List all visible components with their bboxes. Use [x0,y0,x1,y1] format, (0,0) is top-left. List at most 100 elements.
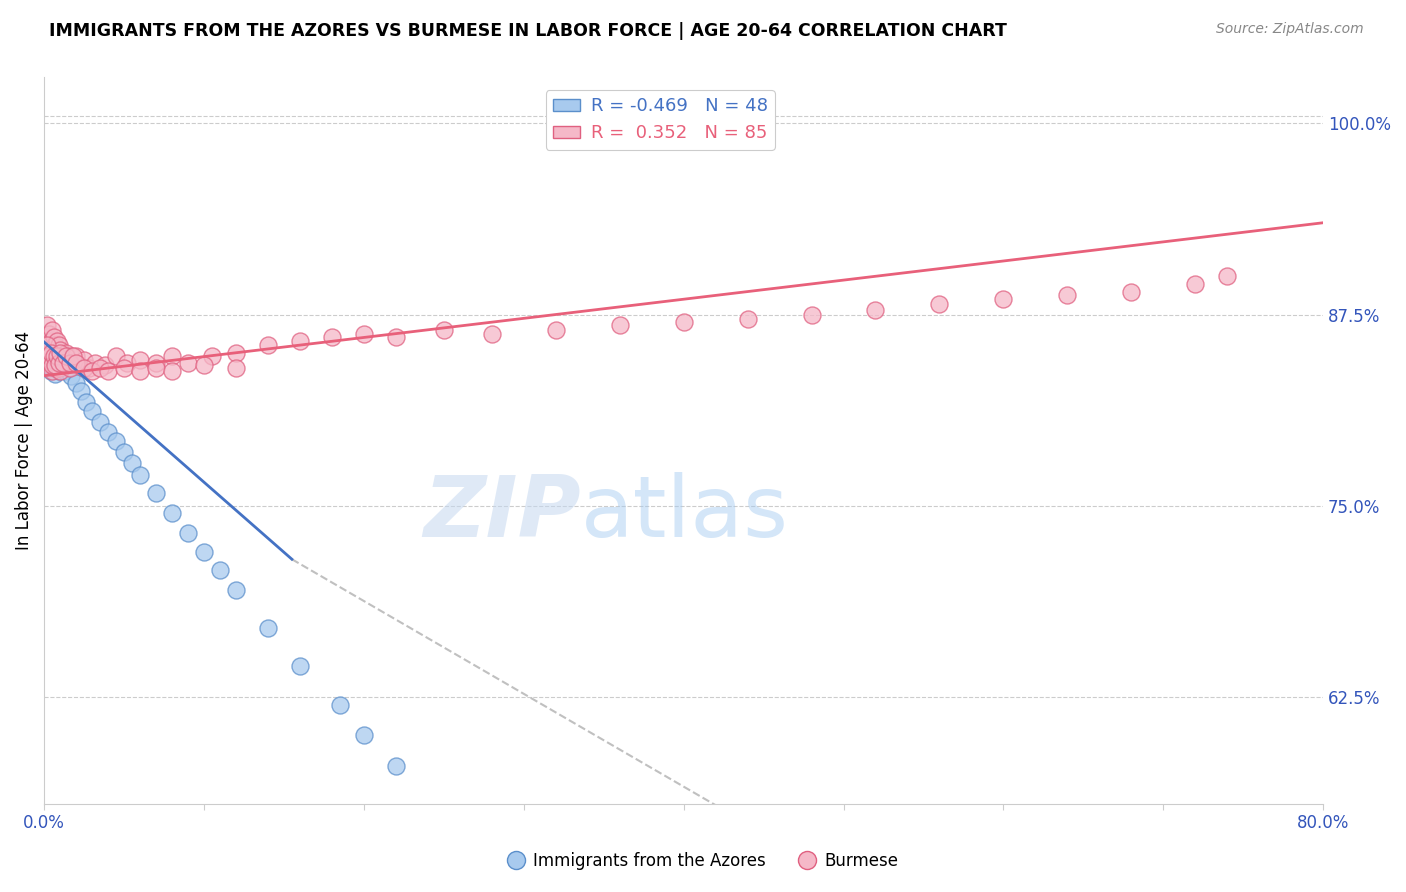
Point [89,415,111,429]
Point [44,367,66,381]
Point [38,334,60,348]
Point [53,364,76,378]
Point [257,338,280,352]
Point [65,349,87,363]
Point [35,338,58,352]
Point [48,349,70,363]
Point [49,345,72,359]
Text: IMMIGRANTS FROM THE AZORES VS BURMESE IN LABOR FORCE | AGE 20-64 CORRELATION CHA: IMMIGRANTS FROM THE AZORES VS BURMESE IN… [49,22,1007,40]
Point [1056,287,1078,301]
Point [129,353,152,368]
Point [353,728,375,742]
Point [193,358,215,372]
Point [800,308,823,322]
Point [737,312,759,326]
Point [56,361,79,376]
Point [38,358,60,372]
Point [38,353,60,368]
Point [129,364,152,378]
Point [65,356,87,370]
Point [609,318,631,333]
Point [49,364,72,378]
Point [56,353,79,368]
Point [45,349,67,363]
Text: ZIP: ZIP [423,472,581,555]
Point [129,468,152,483]
Point [193,544,215,558]
Point [42,358,65,372]
Text: atlas: atlas [581,472,789,555]
Point [37,318,59,333]
Point [1184,277,1206,291]
Point [39,338,62,352]
Point [42,349,65,363]
Point [48,338,70,352]
Point [39,345,62,359]
Point [48,364,70,378]
Legend: Immigrants from the Azores, Burmese: Immigrants from the Azores, Burmese [502,846,904,877]
Point [41,361,63,376]
Point [41,358,63,372]
Point [60,368,83,383]
Point [177,526,200,541]
Point [42,343,65,357]
Point [44,361,66,376]
Point [117,356,139,370]
Point [145,356,167,370]
Point [77,361,100,376]
Point [55,349,77,363]
Point [433,323,456,337]
Point [1121,285,1143,299]
Point [37,330,59,344]
Point [80,404,103,418]
Point [208,563,231,577]
Point [59,356,82,370]
Point [225,582,247,597]
Point [35,330,58,344]
Point [73,353,96,368]
Point [48,361,70,376]
Point [44,353,66,368]
Point [51,349,73,363]
Point [928,297,950,311]
Point [52,356,75,370]
Point [42,353,65,368]
Point [329,698,352,712]
Legend: R = -0.469   N = 48, R =  0.352   N = 85: R = -0.469 N = 48, R = 0.352 N = 85 [546,90,775,150]
Point [45,361,67,376]
Point [38,327,60,342]
Point [97,425,120,440]
Point [39,358,62,372]
Point [70,384,93,398]
Point [52,353,75,368]
Point [225,345,247,359]
Point [145,486,167,500]
Point [41,345,63,359]
Point [321,330,343,344]
Point [89,361,111,376]
Point [145,361,167,376]
Point [41,364,63,378]
Point [177,356,200,370]
Point [39,364,62,378]
Point [353,327,375,342]
Point [37,338,59,352]
Point [288,659,311,673]
Point [84,356,107,370]
Point [60,349,83,363]
Point [45,356,67,370]
Point [97,364,120,378]
Point [65,376,87,391]
Point [53,358,76,372]
Point [59,361,82,376]
Point [75,394,97,409]
Point [67,358,90,372]
Point [55,345,77,359]
Point [48,356,70,370]
Point [160,507,183,521]
Point [73,361,96,376]
Point [160,349,183,363]
Point [865,302,887,317]
Point [62,356,84,370]
Point [41,323,63,337]
